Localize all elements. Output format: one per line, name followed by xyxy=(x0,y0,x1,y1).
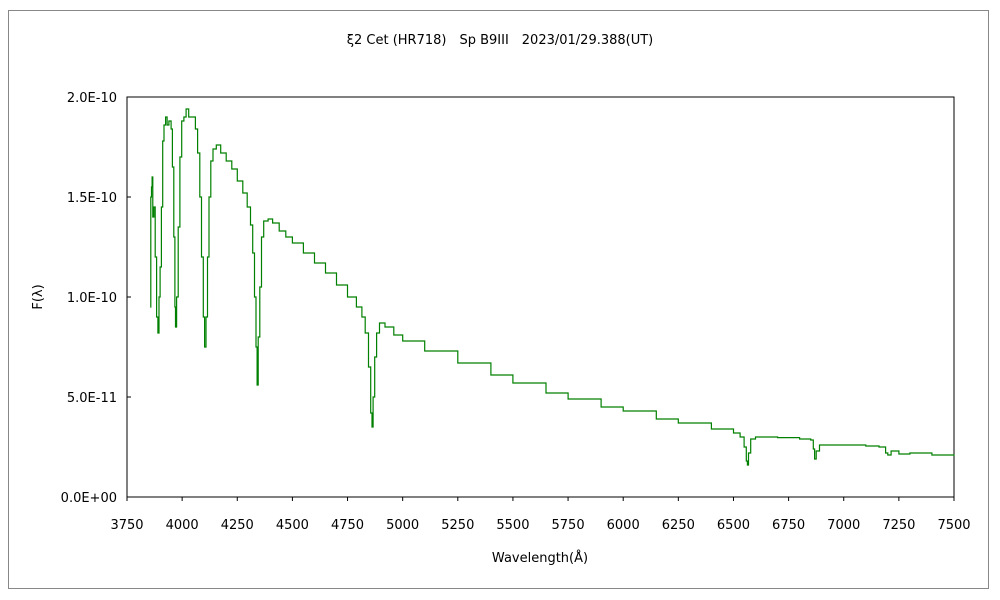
x-tick-label: 4000 xyxy=(166,518,199,533)
x-tick-label: 4500 xyxy=(276,518,309,533)
y-tick-label: 5.0E-11 xyxy=(67,391,117,406)
x-tick-label: 7250 xyxy=(882,518,915,533)
y-tick-label: 1.0E-10 xyxy=(67,291,117,306)
x-tick-label: 7500 xyxy=(937,518,970,533)
x-tick-label: 4750 xyxy=(331,518,364,533)
x-tick-label: 7000 xyxy=(827,518,860,533)
x-tick-label: 5750 xyxy=(552,518,585,533)
y-tick-label: 1.5E-10 xyxy=(67,191,117,206)
x-tick-label: 4250 xyxy=(221,518,254,533)
x-tick-label: 6250 xyxy=(662,518,695,533)
y-axis-label: F(λ) xyxy=(31,284,46,309)
plot-area xyxy=(126,96,955,498)
x-tick-label: 5250 xyxy=(441,518,474,533)
x-tick-label: 5500 xyxy=(496,518,529,533)
x-tick-label: 6500 xyxy=(717,518,750,533)
chart-frame xyxy=(8,10,989,589)
y-tick-label: 0.0E+00 xyxy=(61,491,117,506)
x-tick-label: 5000 xyxy=(386,518,419,533)
y-tick-label: 2.0E-10 xyxy=(67,91,117,106)
x-axis-label: Wavelength(Å) xyxy=(492,550,588,566)
x-tick-label: 3750 xyxy=(110,518,143,533)
x-tick-label: 6000 xyxy=(607,518,640,533)
x-tick-label: 6750 xyxy=(772,518,805,533)
spectrum-line xyxy=(150,108,955,466)
chart-title: ξ2 Cet (HR718) Sp B9III 2023/01/29.388(U… xyxy=(347,33,654,48)
